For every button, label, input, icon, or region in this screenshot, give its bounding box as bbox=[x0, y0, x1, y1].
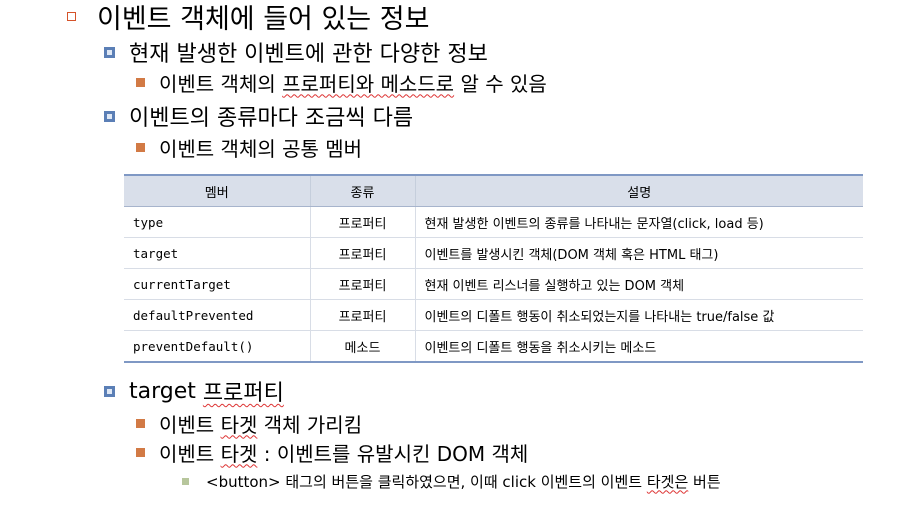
header-member: 멤버 bbox=[124, 174, 310, 207]
table-row: preventDefault() 메소드 이벤트의 디폴트 행동을 취소시키는 … bbox=[124, 330, 863, 363]
cell-member: defaultPrevented bbox=[124, 299, 310, 331]
bullet-text: 이벤트 객체의 공통 멤버 bbox=[159, 136, 363, 161]
orange-square-bullet-icon bbox=[136, 418, 145, 428]
header-description: 설명 bbox=[414, 174, 863, 207]
bullet-text-underlined: 프로퍼티와 메소드로 bbox=[282, 71, 455, 96]
bullet-text-pre: 이벤트 bbox=[159, 412, 221, 437]
bullet-text-post: 객체 가리킴 bbox=[257, 412, 363, 437]
bullet-text-pre: 이벤트 객체의 bbox=[159, 71, 283, 96]
table-row: target 프로퍼티 이벤트를 발생시킨 객체(DOM 객체 혹은 HTML … bbox=[124, 237, 863, 269]
green-square-bullet-icon bbox=[182, 477, 189, 485]
orange-square-bullet-icon bbox=[136, 447, 145, 457]
cell-member: target bbox=[124, 237, 310, 269]
cell-member: currentTarget bbox=[124, 268, 310, 300]
bullet-text-underlined: 프로퍼티 bbox=[202, 381, 284, 406]
cell-description: 이벤트의 디폴트 행동을 취소시키는 메소드 bbox=[414, 330, 863, 363]
blue-square-bullet-icon bbox=[104, 46, 115, 58]
bullet-text-post: 버튼 bbox=[688, 472, 721, 491]
bullet-text-underlined: 타겟 bbox=[220, 412, 258, 437]
table-row: type 프로퍼티 현재 발생한 이벤트의 종류를 나타내는 문자열(click… bbox=[124, 206, 863, 238]
bullet-current-event-info: 현재 발생한 이벤트에 관한 다양한 정보 bbox=[104, 38, 488, 67]
common-members-table: 멤버 종류 설명 type 프로퍼티 현재 발생한 이벤트의 종류를 나타내는 … bbox=[124, 174, 863, 363]
bullet-differs-by-type: 이벤트의 종류마다 조금씩 다름 bbox=[104, 102, 414, 131]
table-header-row: 멤버 종류 설명 bbox=[124, 174, 863, 207]
bullet-text-underlined: 타겟 bbox=[220, 441, 258, 466]
bullet-target-definition: 이벤트 타겟 : 이벤트를 유발시킨 DOM 객체 bbox=[136, 439, 529, 466]
bullet-button-example: <button> 태그의 버튼을 클릭하였으면, 이때 click 이벤트의 이… bbox=[182, 470, 721, 492]
cell-description: 현재 이벤트 리스너를 실행하고 있는 DOM 객체 bbox=[414, 268, 863, 300]
blue-square-bullet-icon bbox=[104, 110, 115, 122]
bullet-text-underlined: 타겟은 bbox=[646, 472, 689, 491]
cell-kind: 프로퍼티 bbox=[309, 206, 415, 238]
cell-kind: 메소드 bbox=[309, 330, 415, 363]
table-row: defaultPrevented 프로퍼티 이벤트의 디폴트 행동이 취소되었는… bbox=[124, 299, 863, 331]
table-row: currentTarget 프로퍼티 현재 이벤트 리스너를 실행하고 있는 D… bbox=[124, 268, 863, 300]
cell-member: type bbox=[124, 206, 310, 238]
bullet-text-post: 알 수 있음 bbox=[454, 71, 547, 96]
bullet-text-pre: <button> 태그의 버튼을 클릭하였으면, 이때 click 이벤트의 이… bbox=[206, 472, 647, 491]
cell-description: 이벤트를 발생시킨 객체(DOM 객체 혹은 HTML 태그) bbox=[414, 237, 863, 269]
cell-description: 현재 발생한 이벤트의 종류를 나타내는 문자열(click, load 등) bbox=[414, 206, 863, 238]
bullet-target-property: target 프로퍼티 bbox=[104, 377, 284, 406]
orange-square-bullet-icon bbox=[136, 77, 145, 87]
bullet-text: 이벤트의 종류마다 조금씩 다름 bbox=[129, 106, 414, 131]
cell-kind: 프로퍼티 bbox=[309, 237, 415, 269]
orange-square-bullet-icon bbox=[136, 142, 145, 152]
cell-description: 이벤트의 디폴트 행동이 취소되었는지를 나타내는 true/false 값 bbox=[414, 299, 863, 331]
cell-member: preventDefault() bbox=[124, 330, 310, 363]
bullet-text-post: : 이벤트를 유발시킨 DOM 객체 bbox=[257, 441, 529, 466]
bullet-text-pre: target bbox=[129, 378, 203, 404]
slide-heading: 이벤트 객체에 들어 있는 정보 bbox=[67, 0, 430, 35]
cell-kind: 프로퍼티 bbox=[309, 299, 415, 331]
heading-text: 이벤트 객체에 들어 있는 정보 bbox=[97, 3, 430, 35]
hollow-square-bullet-icon bbox=[67, 11, 76, 21]
blue-square-bullet-icon bbox=[104, 385, 115, 397]
cell-kind: 프로퍼티 bbox=[309, 268, 415, 300]
bullet-text-pre: 이벤트 bbox=[159, 441, 221, 466]
bullet-common-members: 이벤트 객체의 공통 멤버 bbox=[136, 134, 363, 161]
bullet-target-points-to: 이벤트 타겟 객체 가리킴 bbox=[136, 410, 363, 437]
header-kind: 종류 bbox=[309, 174, 415, 207]
bullet-properties-methods: 이벤트 객체의 프로퍼티와 메소드로 알 수 있음 bbox=[136, 69, 547, 96]
bullet-text: 현재 발생한 이벤트에 관한 다양한 정보 bbox=[129, 42, 488, 67]
